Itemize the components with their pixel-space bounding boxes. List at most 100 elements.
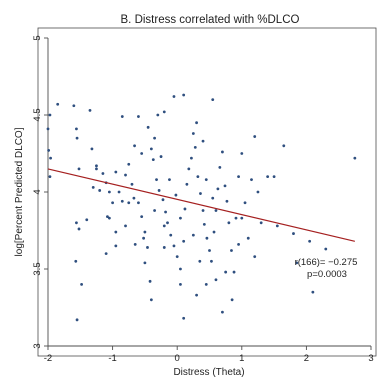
data-point — [216, 187, 220, 191]
data-point — [223, 184, 227, 188]
data-point — [91, 185, 95, 189]
data-point — [227, 221, 231, 225]
data-point — [143, 261, 147, 265]
data-point — [169, 233, 173, 237]
data-point — [179, 283, 182, 286]
data-point — [153, 209, 156, 212]
data-point — [77, 167, 81, 171]
data-point — [234, 216, 238, 220]
data-point — [183, 207, 187, 211]
y-tick-label: 3 — [32, 343, 43, 348]
data-point — [101, 172, 105, 175]
data-point — [166, 221, 169, 225]
data-point — [246, 236, 250, 240]
data-point — [75, 136, 79, 140]
x-tick-label: 1 — [239, 353, 244, 364]
data-point — [130, 182, 134, 186]
data-point — [311, 290, 315, 294]
data-point — [250, 178, 253, 182]
data-point — [243, 201, 247, 205]
x-tick-label: -2 — [44, 353, 52, 364]
y-axis-label: log[Percent Predicted DLCO] — [14, 127, 25, 256]
x-tick-label: -1 — [108, 353, 116, 364]
data-point — [282, 144, 286, 148]
data-point — [179, 267, 182, 271]
data-point — [132, 196, 136, 200]
data-point — [48, 113, 52, 117]
data-point — [124, 173, 127, 177]
data-point — [95, 167, 98, 171]
data-point — [253, 135, 257, 138]
data-point — [149, 298, 153, 302]
data-point — [146, 125, 150, 129]
data-point — [225, 199, 229, 203]
data-point — [146, 246, 149, 249]
data-point — [77, 227, 81, 231]
data-point — [259, 221, 263, 225]
data-point — [148, 279, 152, 283]
data-point — [107, 216, 111, 220]
data-point — [127, 162, 131, 166]
x-tick-label: 0 — [175, 353, 180, 364]
data-point — [111, 201, 114, 205]
y-tick-label: 5 — [32, 35, 43, 40]
data-point — [232, 270, 236, 274]
data-point — [240, 152, 244, 155]
plot-frame — [37, 27, 377, 357]
data-point — [114, 170, 118, 174]
data-point — [214, 209, 218, 212]
data-point — [80, 283, 83, 286]
data-point — [75, 127, 78, 131]
data-point — [205, 236, 209, 240]
data-point — [157, 189, 161, 192]
data-point — [182, 93, 186, 97]
data-point — [98, 189, 102, 192]
data-point — [256, 190, 260, 194]
data-point — [292, 232, 295, 235]
data-point — [193, 145, 197, 149]
data-point — [211, 98, 215, 101]
data-point — [174, 193, 178, 197]
data-point — [114, 244, 118, 248]
data-point — [90, 147, 94, 151]
data-point — [218, 165, 222, 169]
data-point — [275, 224, 279, 228]
data-point — [142, 236, 146, 240]
data-point — [211, 196, 215, 200]
data-point — [195, 121, 198, 125]
data-point — [240, 216, 244, 220]
data-point — [196, 175, 200, 179]
data-point — [230, 249, 233, 252]
data-point — [143, 230, 147, 234]
data-point — [182, 316, 186, 320]
data-point — [127, 201, 131, 205]
data-point — [191, 233, 195, 237]
data-point — [46, 127, 50, 131]
data-point — [187, 167, 191, 171]
data-point — [212, 230, 216, 234]
y-tick-label: 3.5 — [32, 262, 43, 275]
y-ticks: 3 3.5 4 4.5 5 — [32, 35, 48, 349]
data-point — [140, 215, 144, 219]
data-point — [295, 261, 299, 265]
data-point — [253, 255, 257, 259]
data-point — [201, 139, 205, 143]
chart-title: B. Distress correlated with %DLCO — [121, 14, 300, 26]
data-point — [210, 259, 213, 263]
data-point — [107, 190, 111, 194]
data-point — [172, 244, 176, 248]
data-point — [162, 246, 166, 249]
data-point — [230, 298, 234, 302]
data-point — [133, 242, 137, 246]
data-point — [95, 164, 98, 168]
y-tick-label: 4 — [32, 189, 43, 194]
data-point — [214, 278, 218, 282]
correlation-label: r(166)= −0.275 — [295, 257, 358, 268]
data-point — [198, 259, 202, 263]
data-point — [272, 175, 276, 179]
data-point — [156, 113, 160, 117]
data-point — [153, 136, 156, 140]
data-point — [106, 215, 109, 219]
data-point — [117, 190, 121, 194]
data-point — [88, 108, 92, 112]
